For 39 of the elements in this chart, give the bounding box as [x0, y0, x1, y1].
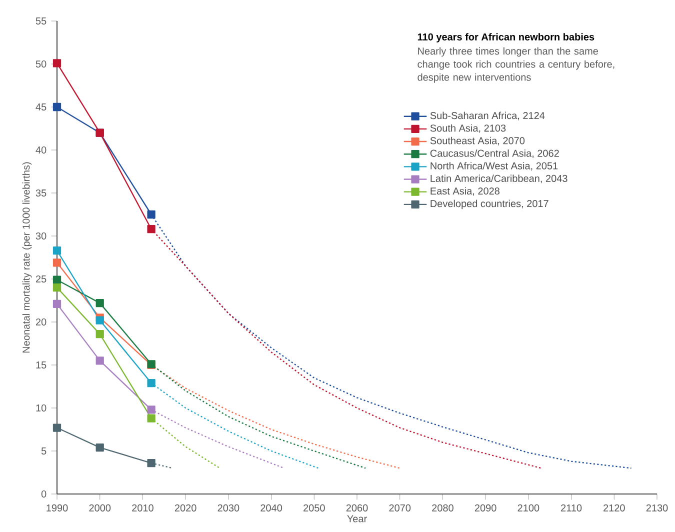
x-tick-label: 2130	[646, 504, 668, 512]
legend-label: East Asia, 2028	[430, 187, 500, 196]
y-tick-label: 20	[36, 318, 46, 326]
y-tick-label: 25	[36, 275, 46, 283]
x-tick-label: 2000	[89, 504, 111, 512]
legend-label: North Africa/West Asia, 2051	[430, 162, 558, 171]
x-tick-label: 2050	[304, 504, 325, 512]
y-tick-label: 55	[36, 18, 46, 24]
y-tick-label: 35	[36, 189, 46, 197]
x-tick-label: 2060	[346, 504, 368, 512]
x-tick-label: 2010	[132, 504, 154, 512]
x-tick-label: 2110	[561, 504, 582, 512]
y-axis-title: Neonatal mortality rate (per 1000 livebirths)	[22, 162, 32, 353]
text: Nearly three times longer than the same change took rich countries a century before, despite new interventions	[418, 47, 614, 83]
x-tick-label: 2030	[218, 504, 240, 512]
legend-label: Southeast Asia, 2070	[430, 136, 525, 146]
x-tick-label: 2080	[432, 504, 454, 512]
y-tick-label: 40	[36, 146, 46, 154]
legend-label: Caucasus/Central Asia, 2062	[430, 149, 559, 158]
x-tick-label: 2120	[604, 504, 625, 512]
x-tick-label: 2040	[260, 504, 282, 512]
legend-label: Sub-Saharan Africa, 2124	[430, 112, 545, 120]
x-tick-label: 2020	[174, 504, 196, 512]
y-tick-label: 5	[41, 448, 46, 454]
x-tick-label: 2090	[474, 504, 496, 512]
y-tick-label: 45	[36, 104, 46, 110]
legend-label: Latin America/Caribbean, 2043	[430, 174, 568, 184]
legend-label: South Asia, 2103	[430, 124, 506, 133]
legend-label: Developed countries, 2017	[430, 200, 548, 210]
y-tick-label: 0	[41, 490, 46, 498]
x-tick-label: 1990	[46, 504, 68, 512]
x-tick-label: 2070	[389, 504, 411, 512]
y-tick-label: 10	[36, 404, 46, 412]
text: 110 years for African newborn babies	[418, 33, 594, 42]
x-axis-title: Year	[347, 515, 367, 522]
y-tick-label: 30	[36, 232, 46, 240]
y-tick-label: 15	[36, 362, 46, 368]
y-tick-label: 50	[36, 60, 46, 68]
x-tick-label: 2100	[518, 504, 540, 512]
